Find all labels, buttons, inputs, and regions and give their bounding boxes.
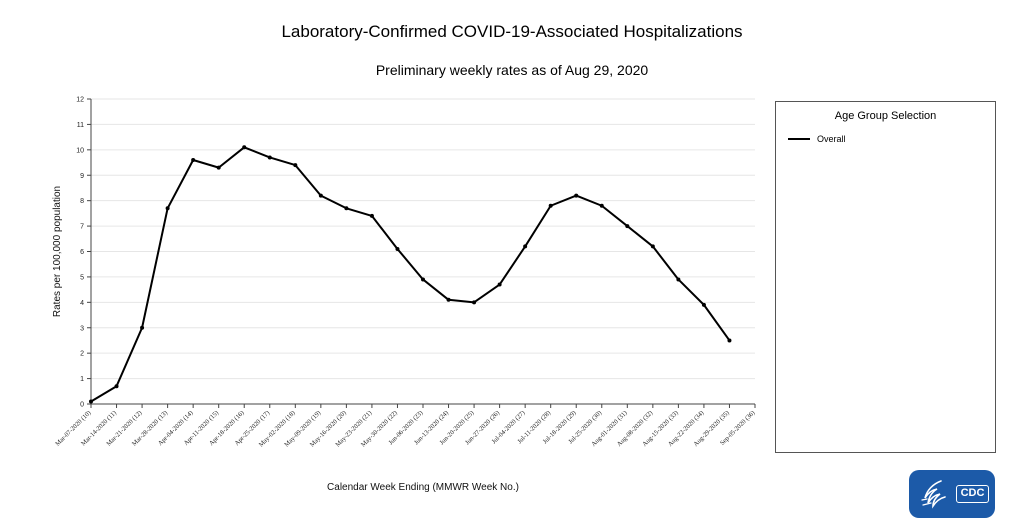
- data-point[interactable]: [140, 325, 145, 330]
- legend-title: Age Group Selection: [834, 110, 937, 122]
- y-tick-label: 5: [80, 274, 84, 281]
- y-tick-label: 11: [77, 122, 84, 129]
- cdc-text: CDC: [956, 485, 989, 503]
- y-tick-label: 2: [80, 351, 84, 358]
- legend-item-label: Overall: [817, 134, 846, 144]
- y-tick-label: 9: [80, 173, 84, 180]
- data-point[interactable]: [472, 300, 477, 305]
- x-axis-label: Calendar Week Ending (MMWR Week No.): [327, 482, 519, 493]
- data-point[interactable]: [165, 206, 170, 211]
- data-point[interactable]: [421, 277, 425, 282]
- data-point[interactable]: [599, 203, 604, 208]
- data-point[interactable]: [701, 302, 706, 307]
- y-axis-label: Rates per 100,000 population: [52, 186, 63, 317]
- eagle-icon: [921, 480, 946, 509]
- data-point[interactable]: [548, 203, 553, 208]
- y-tick-label: 12: [76, 97, 84, 104]
- y-tick-label: 10: [76, 147, 84, 154]
- data-point[interactable]: [497, 282, 502, 287]
- legend-item-overall[interactable]: Overall: [788, 134, 846, 144]
- y-tick-label: 3: [80, 325, 84, 332]
- data-point[interactable]: [242, 145, 247, 150]
- data-point[interactable]: [523, 244, 528, 249]
- y-tick-label: 1: [80, 376, 84, 383]
- data-point[interactable]: [625, 224, 630, 229]
- data-point[interactable]: [216, 165, 221, 170]
- data-point[interactable]: [727, 338, 732, 343]
- y-tick-label: 0: [80, 402, 84, 409]
- data-point[interactable]: [676, 277, 681, 282]
- y-tick-label: 7: [80, 224, 84, 231]
- legend-panel: Age Group Selection Overall: [775, 101, 996, 453]
- data-point[interactable]: [395, 246, 400, 251]
- data-point[interactable]: [369, 213, 374, 218]
- y-tick-label: 4: [80, 300, 84, 307]
- data-point[interactable]: [267, 155, 272, 160]
- data-point[interactable]: [344, 206, 349, 211]
- data-point[interactable]: [114, 384, 119, 389]
- data-point[interactable]: [89, 399, 93, 404]
- cdc-logo[interactable]: CDC: [909, 470, 995, 518]
- data-point[interactable]: [650, 244, 655, 249]
- data-point[interactable]: [318, 193, 323, 198]
- data-point[interactable]: [191, 158, 196, 162]
- legend-swatch: [788, 137, 810, 141]
- y-tick-label: 6: [80, 249, 84, 256]
- series-line-overall: [90, 146, 731, 403]
- chart-subtitle: Preliminary weekly rates as of Aug 29, 2…: [375, 62, 649, 78]
- data-point[interactable]: [574, 193, 579, 198]
- chart-title: Laboratory-Confirmed COVID-19-Associated…: [281, 22, 743, 41]
- data-point[interactable]: [446, 297, 451, 302]
- data-point[interactable]: [293, 163, 298, 168]
- y-tick-label: 8: [80, 198, 84, 205]
